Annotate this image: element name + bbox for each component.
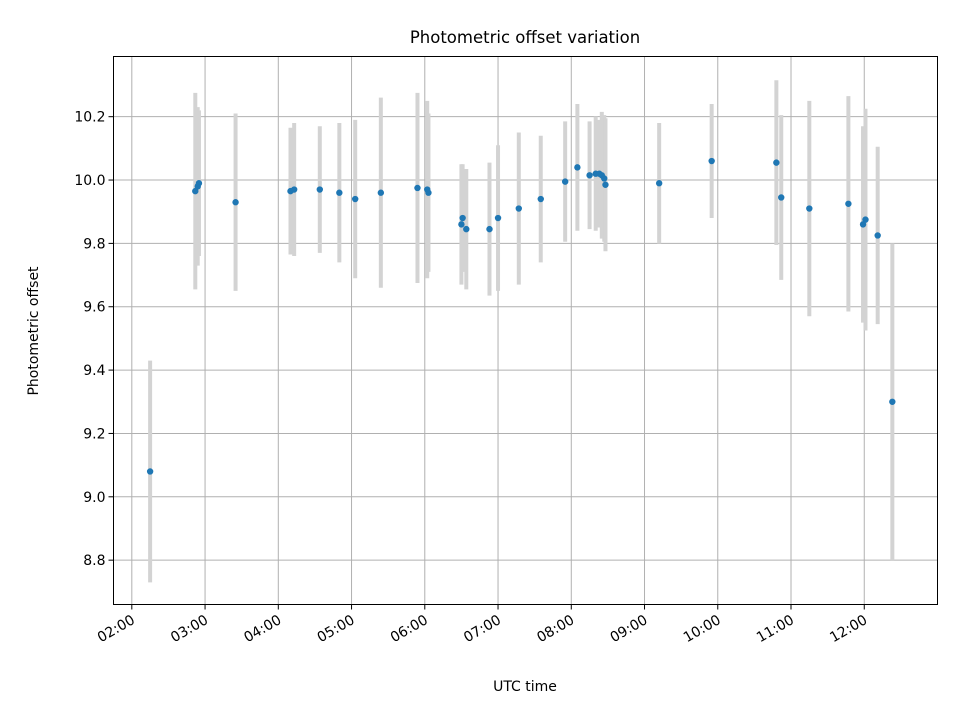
data-point [414,184,421,192]
y-tick-label: 9.6 [83,300,105,316]
data-point [458,221,465,228]
data-point [463,225,470,233]
data-point [602,181,609,188]
y-tick-label: 9.2 [83,426,105,442]
points [146,157,896,475]
data-point [574,164,581,171]
data-point [515,205,522,212]
y-tick-label: 10.0 [74,173,105,189]
data-point [494,214,502,222]
data-point [425,189,432,196]
data-point [195,180,203,187]
plot-frame [113,56,938,605]
data-point [561,178,569,185]
data-point [537,195,544,203]
data-point [290,186,298,193]
data-point [806,205,813,212]
data-point [316,186,324,193]
data-point [655,180,663,187]
data-point [889,398,896,405]
data-point [778,194,785,201]
data-point [232,199,239,206]
data-point [773,159,780,166]
data-point [459,214,466,222]
data-point [146,468,154,475]
data-point [377,189,385,196]
y-tick-label: 9.4 [83,363,105,379]
y-tick-label: 9.8 [83,236,105,252]
chart-title: Photometric offset variation [410,28,640,47]
data-point [352,195,359,203]
y-tick-label: 10.2 [74,110,105,126]
data-point [845,200,852,207]
data-point [708,157,715,165]
y-ticks: 8.8 9.0 9.2 9.4 9.6 9.8 10.0 10.2 [74,110,114,569]
data-point [192,187,199,195]
y-tick-label: 8.8 [83,553,105,569]
y-tick-label: 9.0 [83,490,105,506]
y-axis-label: Photometric offset [26,266,42,396]
data-point [874,232,881,239]
data-point [486,225,493,233]
data-point [862,216,869,223]
data-point [859,221,867,228]
data-point [336,189,343,196]
x-axis-label: UTC time [493,679,557,695]
data-point [601,175,608,182]
data-point [586,172,593,179]
